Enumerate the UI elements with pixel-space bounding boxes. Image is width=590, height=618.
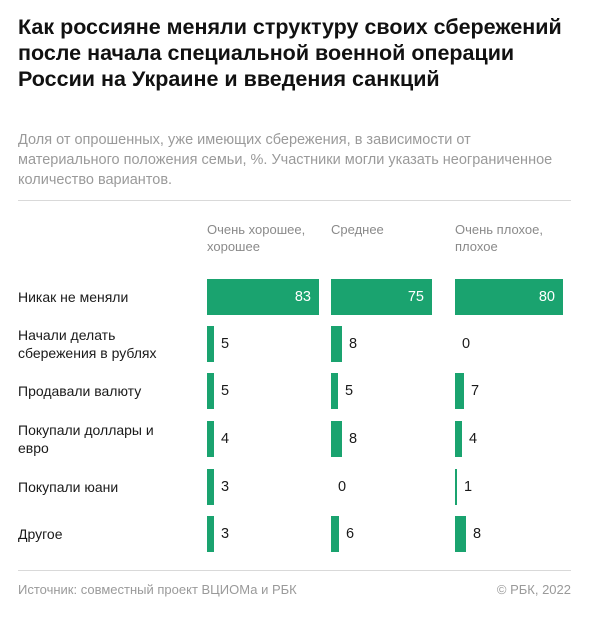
bar-s1-c0 bbox=[331, 279, 432, 315]
row-label-2: Продавали валюту bbox=[18, 383, 142, 399]
value-label-s2-c3: 4 bbox=[469, 431, 478, 447]
copyright: © РБК, 2022 bbox=[496, 582, 571, 597]
value-label-s2-c5: 8 bbox=[473, 526, 482, 542]
value-label-s2-c4: 1 bbox=[464, 479, 473, 495]
column-header-2: Очень плохое, плохое bbox=[455, 222, 543, 254]
bar-s0-c3 bbox=[207, 421, 214, 457]
value-label-s0-c1: 5 bbox=[221, 336, 230, 352]
top-divider bbox=[18, 200, 571, 201]
bar-s2-c2 bbox=[455, 373, 464, 409]
chart-title: Как россияне меняли структуру своих сбер… bbox=[18, 15, 562, 91]
bar-s1-c1 bbox=[331, 326, 342, 362]
value-label-s1-c5: 6 bbox=[346, 526, 355, 542]
value-label-s1-c1: 8 bbox=[349, 336, 358, 352]
column-header-0: Очень хорошее, хорошее bbox=[207, 222, 306, 254]
source-note: Источник: совместный проект ВЦИОМа и РБК bbox=[18, 582, 297, 597]
bar-s0-c5 bbox=[207, 516, 214, 552]
row-label-3: Покупали доллары и евро bbox=[18, 422, 154, 456]
value-label-s0-c5: 3 bbox=[221, 526, 230, 542]
value-label-s1-c2: 5 bbox=[345, 383, 354, 399]
chart-subtitle: Доля от опрошенных, уже имеющих сбережен… bbox=[18, 132, 553, 188]
value-label-s0-c2: 5 bbox=[221, 383, 230, 399]
bar-s2-c5 bbox=[455, 516, 466, 552]
value-label-s0-c3: 4 bbox=[221, 431, 230, 447]
bar-s0-c2 bbox=[207, 373, 214, 409]
bar-s2-c3 bbox=[455, 421, 462, 457]
value-label-s2-c1: 0 bbox=[462, 336, 471, 352]
row-label-0: Никак не меняли bbox=[18, 289, 129, 305]
row-label-5: Другое bbox=[18, 526, 63, 542]
value-label-s2-c2: 7 bbox=[471, 383, 480, 399]
value-label-s0-c0: 83 bbox=[294, 289, 311, 305]
column-header-1: Среднее bbox=[331, 222, 384, 237]
bar-s2-c4 bbox=[455, 469, 457, 505]
bar-s1-c2 bbox=[331, 373, 338, 409]
bar-s0-c1 bbox=[207, 326, 214, 362]
value-label-s1-c0: 75 bbox=[407, 289, 424, 305]
row-label-1: Начали делать сбережения в рублях bbox=[18, 327, 157, 361]
value-label-s1-c3: 8 bbox=[349, 431, 358, 447]
bar-s2-c0 bbox=[455, 279, 563, 315]
bar-s0-c4 bbox=[207, 469, 214, 505]
bar-s0-c0 bbox=[207, 279, 319, 315]
bottom-divider bbox=[18, 570, 571, 571]
value-label-s2-c0: 80 bbox=[538, 289, 555, 305]
bar-s1-c5 bbox=[331, 516, 339, 552]
value-label-s1-c4: 0 bbox=[338, 479, 347, 495]
row-label-4: Покупали юани bbox=[18, 479, 119, 495]
bar-s1-c3 bbox=[331, 421, 342, 457]
value-label-s0-c4: 3 bbox=[221, 479, 230, 495]
